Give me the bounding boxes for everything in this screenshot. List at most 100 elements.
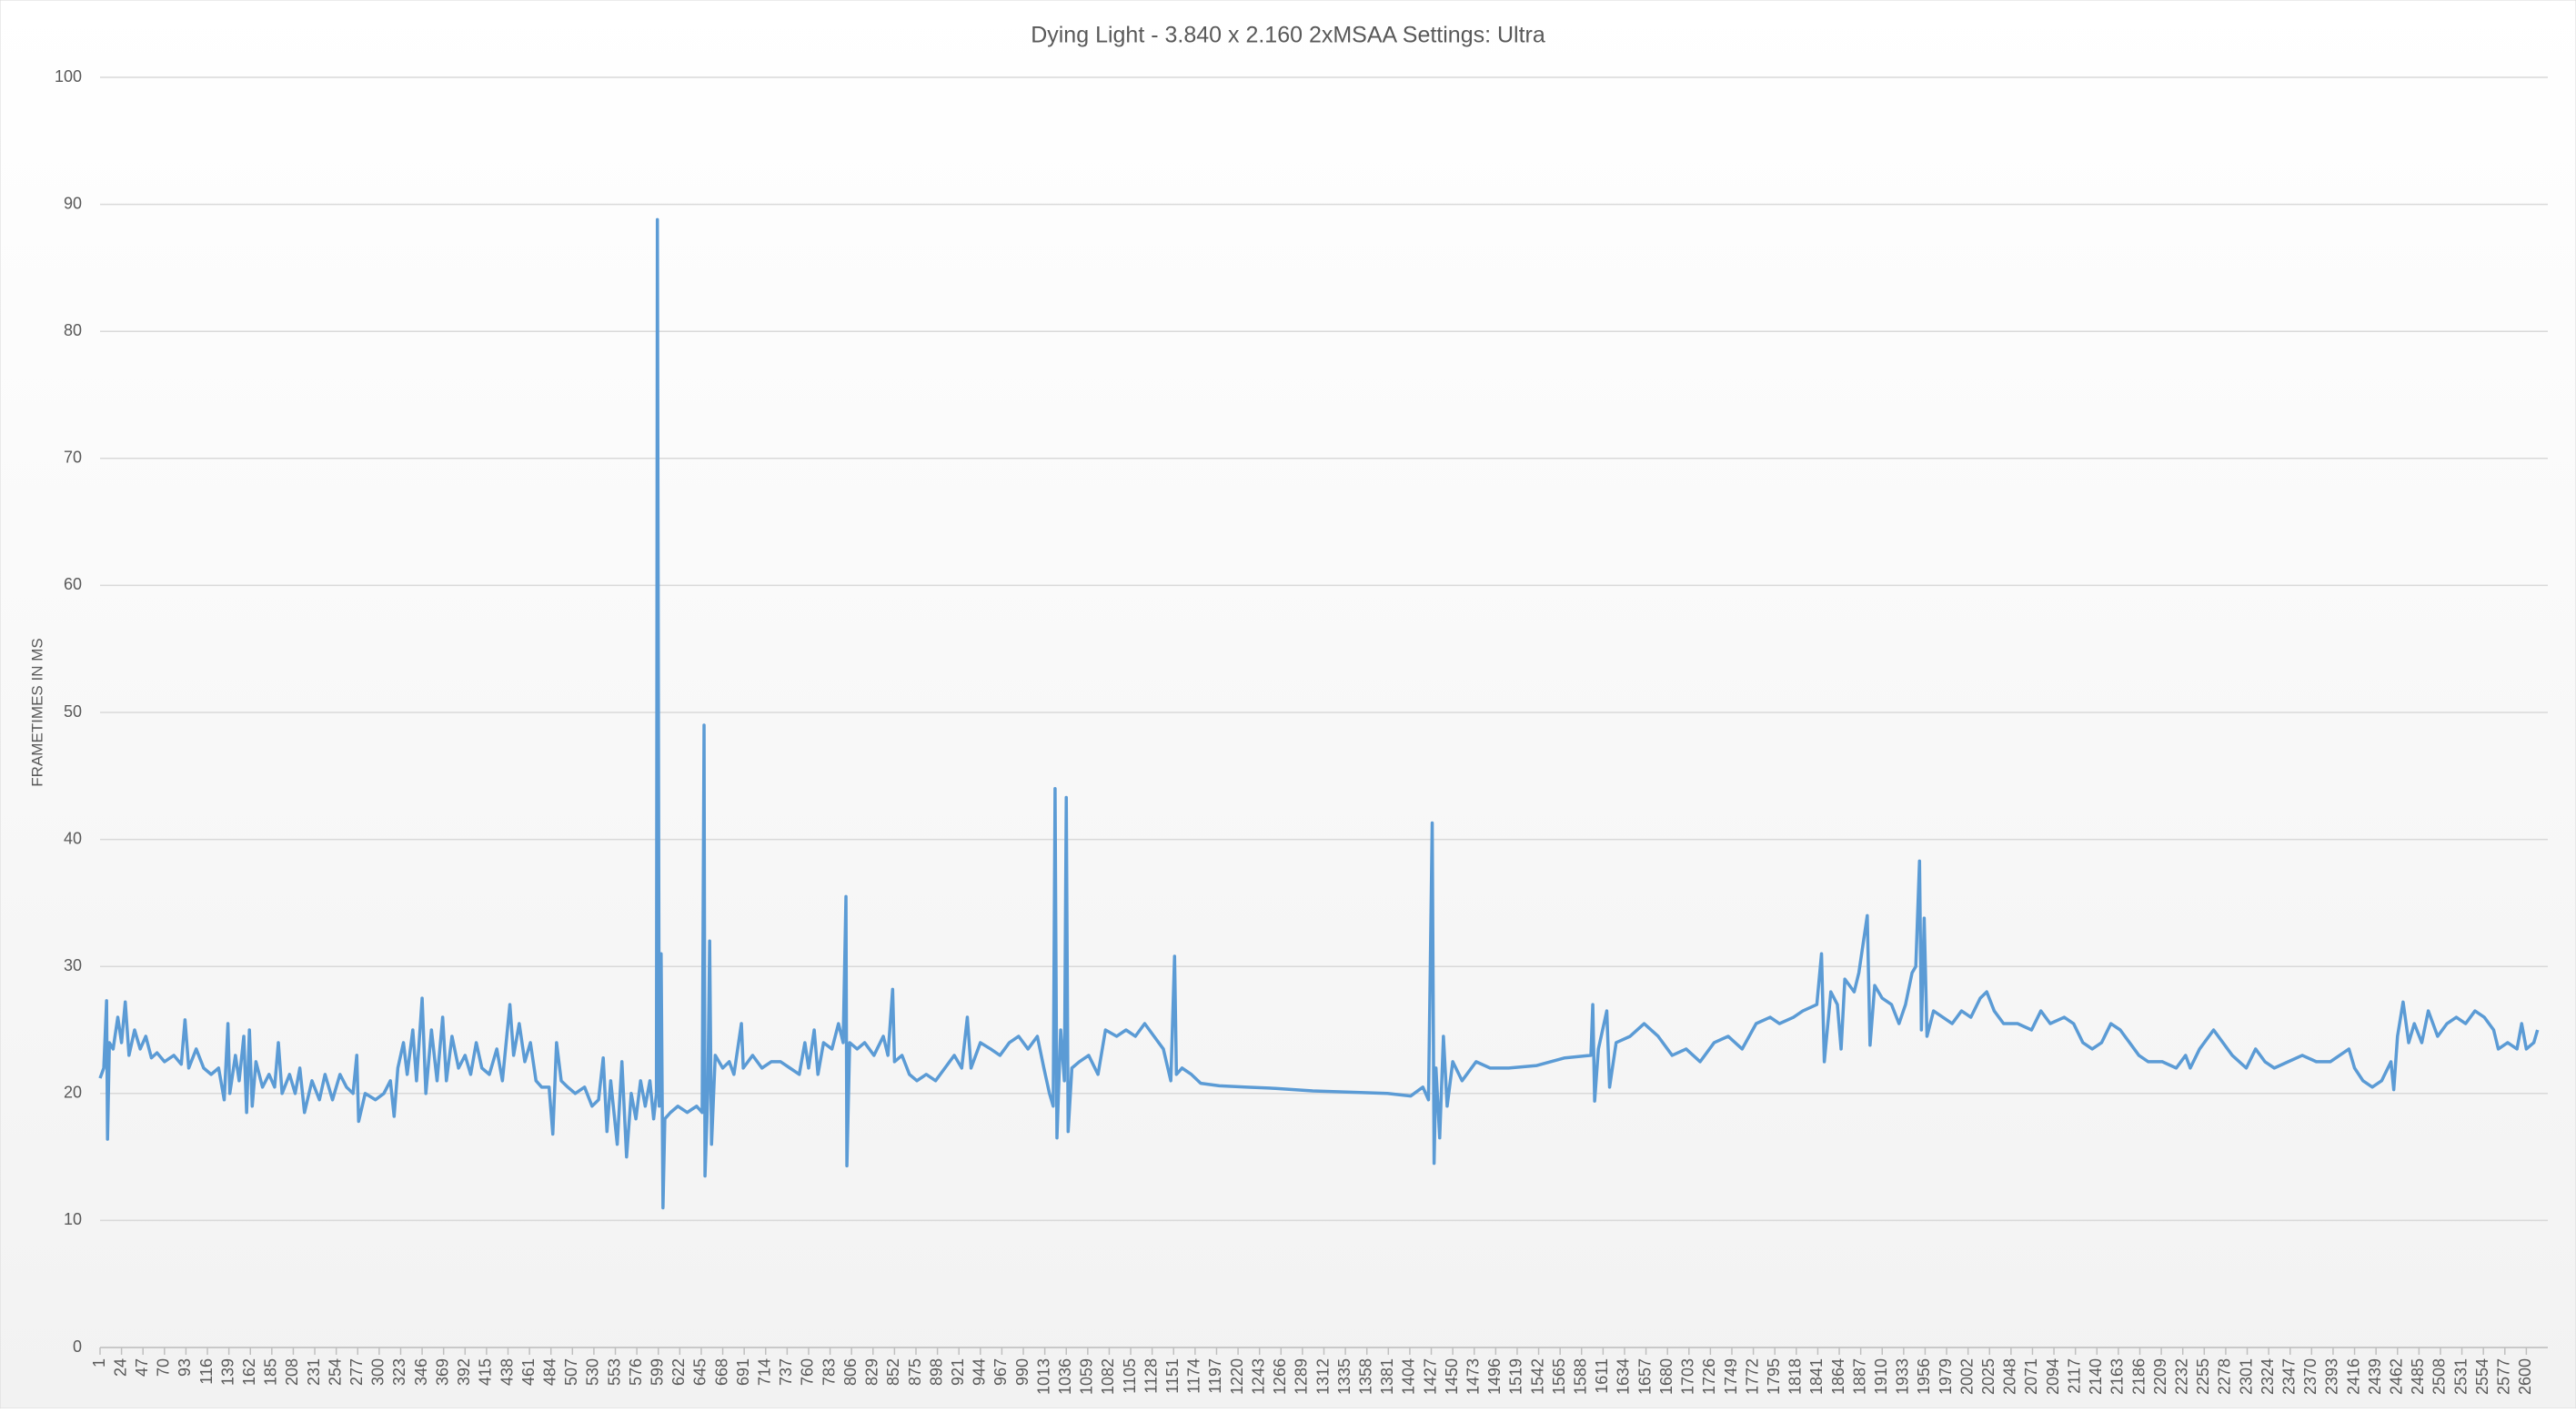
chart-title: Dying Light - 3.840 x 2.160 2xMSAA Setti…	[1031, 23, 1545, 48]
x-tick-label: 2508	[2430, 1358, 2449, 1395]
x-tick-label: 185	[262, 1358, 280, 1386]
x-tick-label: 47	[133, 1358, 151, 1377]
x-tick-label: 1197	[1206, 1358, 1224, 1394]
x-tick-label: 1358	[1356, 1358, 1374, 1395]
x-tick-label: 2600	[2516, 1358, 2534, 1395]
x-tick-label: 1772	[1743, 1358, 1761, 1395]
x-tick-label: 1795	[1765, 1358, 1783, 1395]
x-tick-label: 231	[305, 1358, 323, 1386]
x-tick-label: 668	[712, 1358, 730, 1386]
x-tick-label: 806	[841, 1358, 860, 1386]
x-tick-label: 208	[283, 1358, 301, 1386]
x-tick-label: 760	[799, 1358, 817, 1386]
x-tick-label: 599	[648, 1358, 666, 1386]
x-tick-label: 2531	[2451, 1358, 2470, 1395]
x-tick-label: 1588	[1572, 1358, 1590, 1395]
x-tick-label: 1933	[1894, 1358, 1912, 1395]
x-tick-label: 1427	[1421, 1358, 1439, 1395]
y-tick-label: 40	[64, 829, 82, 847]
x-tick-label: 2554	[2473, 1358, 2491, 1395]
x-tick-label: 1634	[1615, 1358, 1633, 1395]
y-tick-label: 60	[64, 575, 82, 593]
x-tick-label: 1	[90, 1358, 108, 1368]
x-tick-label: 1128	[1142, 1358, 1160, 1394]
x-tick-label: 2002	[1957, 1358, 1976, 1395]
x-tick-label: 2393	[2323, 1358, 2341, 1395]
x-tick-label: 1611	[1593, 1358, 1611, 1394]
x-tick-label: 875	[906, 1358, 924, 1386]
x-tick-label: 1887	[1850, 1358, 1868, 1395]
x-tick-label: 2094	[2044, 1358, 2062, 1395]
x-tick-label: 1657	[1635, 1358, 1654, 1395]
x-tick-label: 1059	[1078, 1358, 1096, 1395]
y-tick-label: 30	[64, 956, 82, 974]
x-tick-label: 1841	[1807, 1358, 1826, 1395]
y-tick-label: 0	[73, 1337, 82, 1356]
x-tick-label: 691	[734, 1358, 752, 1386]
x-tick-label: 2577	[2495, 1358, 2513, 1395]
x-tick-label: 921	[949, 1358, 967, 1386]
x-tick-label: 277	[347, 1358, 366, 1386]
x-tick-label: 576	[627, 1358, 645, 1386]
x-tick-label: 2370	[2301, 1358, 2319, 1395]
y-tick-label: 70	[64, 449, 82, 467]
x-tick-label: 2071	[2022, 1358, 2040, 1395]
x-tick-label: 1450	[1443, 1358, 1461, 1395]
x-tick-label: 1864	[1829, 1358, 1847, 1395]
x-tick-label: 116	[197, 1358, 216, 1385]
x-tick-label: 1680	[1657, 1358, 1675, 1395]
x-tick-label: 2048	[2001, 1358, 2019, 1395]
x-tick-label: 461	[519, 1358, 538, 1386]
x-tick-label: 1105	[1121, 1358, 1139, 1394]
y-tick-label: 100	[55, 67, 82, 86]
x-tick-label: 852	[884, 1358, 902, 1386]
x-tick-label: 645	[691, 1358, 709, 1386]
x-tick-label: 783	[820, 1358, 838, 1386]
x-tick-label: 1565	[1550, 1358, 1568, 1395]
x-tick-label: 898	[927, 1358, 945, 1386]
x-tick-label: 507	[562, 1358, 580, 1386]
x-tick-label: 2462	[2388, 1358, 2406, 1395]
x-tick-label: 2439	[2366, 1358, 2384, 1395]
x-tick-label: 93	[176, 1358, 194, 1377]
x-tick-label: 530	[584, 1358, 602, 1386]
x-tick-label: 1266	[1271, 1358, 1289, 1395]
x-tick-label: 2140	[2087, 1358, 2105, 1395]
x-tick-label: 1335	[1335, 1358, 1353, 1395]
x-tick-label: 139	[218, 1358, 236, 1386]
x-tick-label: 1496	[1485, 1358, 1504, 1395]
x-tick-label: 944	[971, 1358, 989, 1386]
x-tick-label: 967	[991, 1358, 1010, 1386]
x-tick-label: 24	[111, 1358, 129, 1377]
x-tick-label: 1726	[1700, 1358, 1718, 1395]
x-tick-label: 1910	[1872, 1358, 1890, 1395]
frametime-line	[98, 217, 2540, 1210]
x-tick-label: 346	[412, 1358, 430, 1386]
y-tick-label: 90	[64, 194, 82, 212]
x-tick-label: 1289	[1293, 1358, 1311, 1395]
x-tick-label: 1174	[1185, 1358, 1203, 1394]
x-tick-label: 1473	[1464, 1358, 1482, 1395]
x-tick-label: 2186	[2129, 1358, 2148, 1395]
x-tick-label: 1036	[1056, 1358, 1074, 1395]
x-tick-label: 2278	[2216, 1358, 2234, 1395]
x-tick-label: 1542	[1528, 1358, 1546, 1395]
x-tick-label: 2232	[2172, 1358, 2190, 1395]
x-tick-label: 990	[1013, 1358, 1031, 1386]
y-axis-label: FRAMETIMES IN MS	[28, 638, 45, 786]
x-tick-label: 369	[433, 1358, 451, 1386]
x-tick-label: 1956	[1915, 1358, 1933, 1395]
x-tick-label: 392	[455, 1358, 473, 1386]
x-tick-label: 2347	[2279, 1358, 2298, 1395]
x-tick-label: 1082	[1099, 1358, 1117, 1395]
x-tick-label: 2255	[2194, 1358, 2212, 1395]
x-tick-label: 1749	[1722, 1358, 1740, 1395]
x-tick-label: 2163	[2108, 1358, 2127, 1395]
x-tick-label: 2416	[2344, 1358, 2362, 1395]
x-tick-label: 829	[863, 1358, 881, 1386]
x-tick-label: 737	[777, 1358, 795, 1386]
x-tick-label: 1381	[1378, 1358, 1396, 1395]
